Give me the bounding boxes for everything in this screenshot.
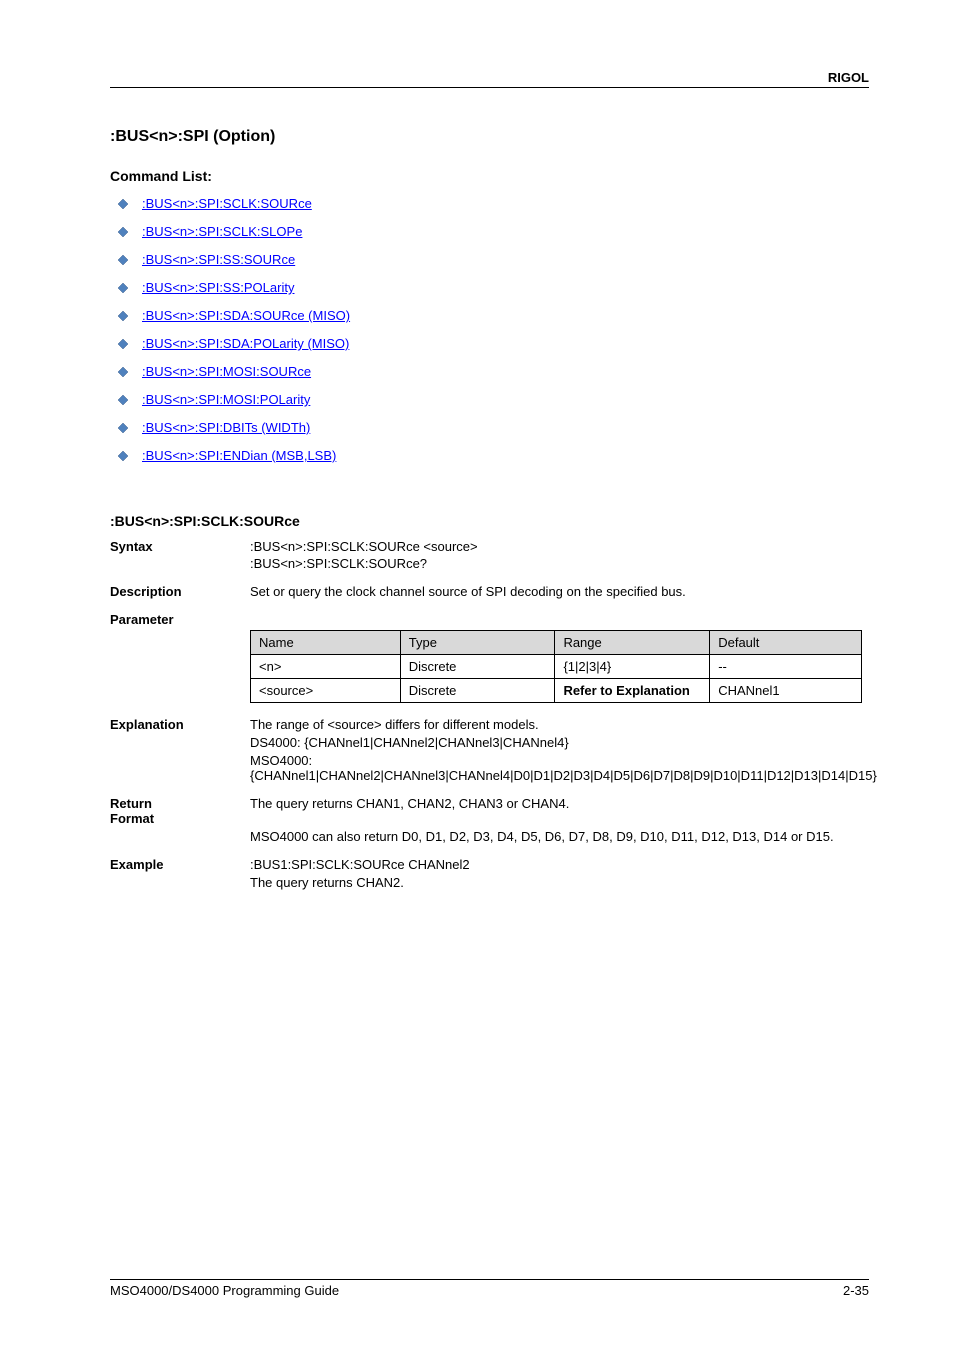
- list-item: :BUS<n>:SPI:DBITs (WIDTh): [118, 420, 869, 435]
- parameter-row: Parameter: [110, 612, 869, 627]
- model-b-name: MSO4000:: [250, 753, 312, 768]
- footer-left: MSO4000/DS4000 Programming Guide: [110, 1283, 339, 1298]
- command-link[interactable]: :BUS<n>:SPI:SCLK:SLOPe: [142, 224, 302, 239]
- table-row: <n> Discrete {1|2|3|4} --: [251, 655, 862, 679]
- table-header-cell: Default: [710, 631, 862, 655]
- description-row: Description Set or query the clock chann…: [110, 584, 869, 599]
- table-header-cell: Name: [251, 631, 401, 655]
- table-header-cell: Range: [555, 631, 710, 655]
- return-format-note: MSO4000 can also return D0, D1, D2, D3, …: [250, 829, 869, 844]
- explanation-label: Explanation: [110, 717, 250, 732]
- list-item: :BUS<n>:SPI:MOSI:POLarity: [118, 392, 869, 407]
- bullet-diamond-icon: [118, 283, 128, 293]
- command-link[interactable]: :BUS<n>:SPI:ENDian (MSB,LSB): [142, 448, 336, 463]
- command-link[interactable]: :BUS<n>:SPI:MOSI:POLarity: [142, 392, 310, 407]
- bullet-diamond-icon: [118, 255, 128, 265]
- bullet-diamond-icon: [118, 339, 128, 349]
- table-cell: <n>: [251, 655, 401, 679]
- page-header: RIGOL: [110, 70, 869, 88]
- list-item: :BUS<n>:SPI:SS:POLarity: [118, 280, 869, 295]
- bullet-diamond-icon: [118, 451, 128, 461]
- command-link[interactable]: :BUS<n>:SPI:DBITs (WIDTh): [142, 420, 310, 435]
- bullet-diamond-icon: [118, 227, 128, 237]
- command-link[interactable]: :BUS<n>:SPI:MOSI:SOURce: [142, 364, 311, 379]
- parameter-table: Name Type Range Default <n> Discrete {1|…: [250, 630, 862, 703]
- example-query: The query returns CHAN2.: [250, 875, 869, 890]
- bullet-diamond-icon: [118, 199, 128, 209]
- description-text: Set or query the clock channel source of…: [250, 584, 869, 599]
- list-item: :BUS<n>:SPI:MOSI:SOURce: [118, 364, 869, 379]
- model-a-value: {CHANnel1|CHANnel2|CHANnel3|CHANnel4}: [304, 735, 568, 750]
- command-link-list: :BUS<n>:SPI:SCLK:SOURce :BUS<n>:SPI:SCLK…: [110, 196, 869, 463]
- example-set: :BUS1:SPI:SCLK:SOURce CHANnel2: [250, 857, 869, 872]
- example-label: Example: [110, 857, 250, 872]
- command-link[interactable]: :BUS<n>:SPI:SCLK:SOURce: [142, 196, 312, 211]
- table-row: <source> Discrete Refer to Explanation C…: [251, 679, 862, 703]
- bullet-diamond-icon: [118, 311, 128, 321]
- list-item: :BUS<n>:SPI:SCLK:SOURce: [118, 196, 869, 211]
- bullet-diamond-icon: [118, 395, 128, 405]
- section-title: :BUS<n>:SPI (Option): [110, 128, 869, 146]
- parameter-label: Parameter: [110, 612, 250, 627]
- command-link[interactable]: :BUS<n>:SPI:SS:POLarity: [142, 280, 294, 295]
- table-cell: Discrete: [400, 679, 555, 703]
- explanation-model-a: DS4000: {CHANnel1|CHANnel2|CHANnel3|CHAN…: [110, 735, 869, 750]
- syntax-label: Syntax: [110, 539, 250, 554]
- description-label: Description: [110, 584, 250, 599]
- syntax-query: :BUS<n>:SPI:SCLK:SOURce?: [250, 556, 869, 571]
- list-item: :BUS<n>:SPI:SCLK:SLOPe: [118, 224, 869, 239]
- return-format-note-row: MSO4000 can also return D0, D1, D2, D3, …: [110, 829, 869, 844]
- list-item: :BUS<n>:SPI:SDA:POLarity (MISO): [118, 336, 869, 351]
- command-title: :BUS<n>:SPI:SCLK:SOURce: [110, 513, 869, 529]
- model-b-value: {CHANnel1|CHANnel2|CHANnel3|CHANnel4|D0|…: [250, 768, 877, 783]
- example-query-row: The query returns CHAN2.: [110, 875, 869, 890]
- table-cell: CHANnel1: [710, 679, 862, 703]
- bullet-diamond-icon: [118, 367, 128, 377]
- page-footer: MSO4000/DS4000 Programming Guide 2-35: [110, 1279, 869, 1298]
- explanation-row: Explanation The range of <source> differ…: [110, 717, 869, 732]
- table-header-cell: Type: [400, 631, 555, 655]
- list-item: :BUS<n>:SPI:ENDian (MSB,LSB): [118, 448, 869, 463]
- command-link[interactable]: :BUS<n>:SPI:SS:SOURce: [142, 252, 295, 267]
- table-cell: Refer to Explanation: [555, 679, 710, 703]
- table-cell: --: [710, 655, 862, 679]
- return-format-text: The query returns CHAN1, CHAN2, CHAN3 or…: [250, 796, 869, 826]
- return-format-row: Return Format The query returns CHAN1, C…: [110, 796, 869, 826]
- return-format-label: Return Format: [110, 796, 250, 826]
- example-row: Example :BUS1:SPI:SCLK:SOURce CHANnel2: [110, 857, 869, 872]
- command-link[interactable]: :BUS<n>:SPI:SDA:SOURce (MISO): [142, 308, 350, 323]
- bullet-diamond-icon: [118, 423, 128, 433]
- table-header-row: Name Type Range Default: [251, 631, 862, 655]
- table-cell: Discrete: [400, 655, 555, 679]
- footer-right: 2-35: [843, 1283, 869, 1298]
- explanation-text: The range of <source> differs for differ…: [250, 717, 869, 732]
- list-item: :BUS<n>:SPI:SDA:SOURce (MISO): [118, 308, 869, 323]
- syntax-set: :BUS<n>:SPI:SCLK:SOURce <source>: [250, 539, 869, 554]
- syntax-row: Syntax :BUS<n>:SPI:SCLK:SOURce <source>: [110, 539, 869, 554]
- brand-label: RIGOL: [828, 70, 869, 85]
- command-list-heading: Command List:: [110, 168, 869, 184]
- model-a-name: DS4000:: [250, 735, 301, 750]
- table-cell: {1|2|3|4}: [555, 655, 710, 679]
- list-item: :BUS<n>:SPI:SS:SOURce: [118, 252, 869, 267]
- explanation-model-b: MSO4000: {CHANnel1|CHANnel2|CHANnel3|CHA…: [110, 753, 869, 783]
- table-cell: <source>: [251, 679, 401, 703]
- command-link[interactable]: :BUS<n>:SPI:SDA:POLarity (MISO): [142, 336, 349, 351]
- syntax-query-row: :BUS<n>:SPI:SCLK:SOURce?: [110, 556, 869, 571]
